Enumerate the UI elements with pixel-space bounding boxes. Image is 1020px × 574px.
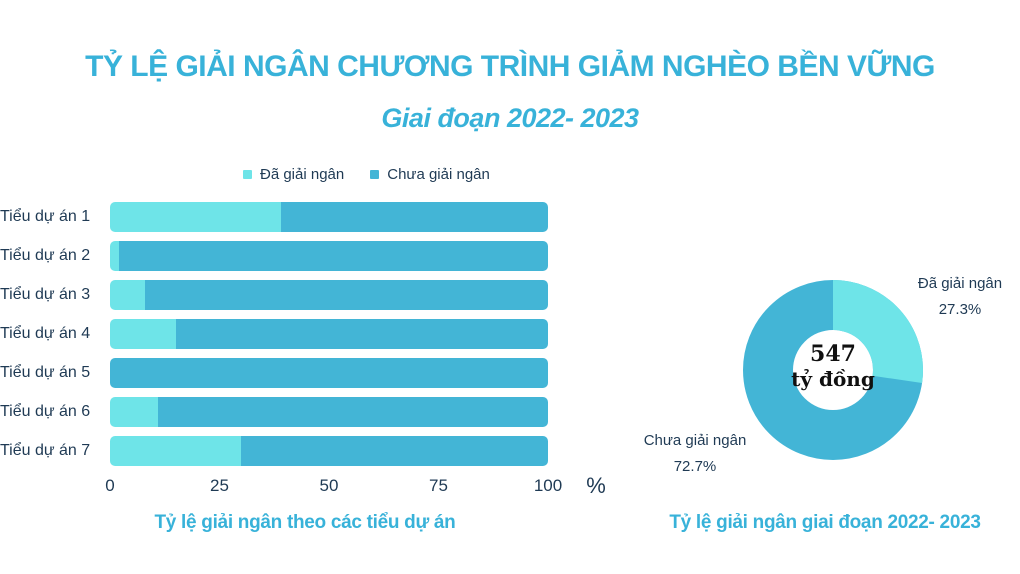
bar-row: Tiểu dự án 6 <box>0 397 620 427</box>
legend-item: Đã giải ngân <box>243 166 344 183</box>
bar-row: Tiểu dự án 3 <box>0 280 620 310</box>
bar-category-label: Tiểu dự án 5 <box>0 364 91 381</box>
x-axis-tick-label: 50 <box>319 476 339 495</box>
x-axis-tick-label: 25 <box>210 476 229 495</box>
x-axis-tick-label: 75 <box>429 476 448 495</box>
bar-track <box>110 397 548 427</box>
bar-track <box>110 436 548 466</box>
bar-segment-disbursed <box>110 241 119 271</box>
page-subtitle: Giai đoạn 2022- 2023 <box>381 103 639 133</box>
legend-item: Chưa giải ngân <box>370 166 490 183</box>
bar-track <box>110 280 548 310</box>
donut-label-disbursed-pct: 27.3% <box>938 301 982 318</box>
donut-center-unit: tỷ đồng <box>791 367 875 391</box>
stacked-bar-chart: Tiểu dự án 1 Tiểu dự án 2 Tiểu dự án 3 Tiểu… <box>0 202 620 475</box>
bar-segment-remaining <box>280 202 548 232</box>
bar-segment-disbursed <box>110 202 281 232</box>
donut-label-disbursed: Đã giải ngân 27.3% <box>878 271 1020 323</box>
bar-segment-disbursed <box>110 436 242 466</box>
bar-segment-remaining <box>110 358 548 388</box>
donut-center-label: 547 tỷ đồng <box>773 342 893 392</box>
donut-center-value: 547 <box>810 341 856 367</box>
bar-category-label: Tiểu dự án 1 <box>0 208 91 225</box>
bar-segment-remaining <box>158 397 548 427</box>
bar-track <box>110 241 548 271</box>
bar-segment-remaining <box>145 280 548 310</box>
donut-chart-caption: Tỷ lệ giải ngân giai đoạn 2022- 2023 <box>669 512 981 533</box>
bar-segment-disbursed <box>110 280 146 310</box>
x-axis-unit-label: % <box>586 473 606 498</box>
legend-label: Chưa giải ngân <box>387 166 490 183</box>
bar-category-label: Tiểu dự án 4 <box>0 325 91 342</box>
bar-row: Tiểu dự án 5 <box>0 358 620 388</box>
x-axis: % 0 25 50 75 100 <box>0 473 660 498</box>
bar-track <box>110 319 548 349</box>
bar-row: Tiểu dự án 4 <box>0 319 620 349</box>
x-axis-tick-label: 0 <box>105 476 115 495</box>
bar-category-label: Tiểu dự án 7 <box>0 442 91 459</box>
donut-chart <box>743 280 923 460</box>
legend-label: Đã giải ngân <box>260 166 345 183</box>
legend-swatch-icon <box>243 170 252 179</box>
donut-label-remaining: Chưa giải ngân 72.7% <box>613 428 777 480</box>
bar-segment-remaining <box>241 436 548 466</box>
page-title: TỶ LỆ GIẢI NGÂN CHƯƠNG TRÌNH GIẢM NGHÈO … <box>85 50 935 83</box>
bar-track <box>110 358 548 388</box>
bar-category-label: Tiểu dự án 6 <box>0 403 91 420</box>
x-axis-tick-label: 100 <box>533 476 563 495</box>
donut-label-remaining-name: Chưa giải ngân <box>643 432 747 449</box>
donut-label-disbursed-name: Đã giải ngân <box>917 275 1003 292</box>
bar-chart-caption: Tỷ lệ giải ngân theo các tiểu dự án <box>154 512 456 533</box>
donut-label-remaining-pct: 72.7% <box>673 458 717 475</box>
bar-category-label: Tiểu dự án 3 <box>0 286 91 303</box>
bar-segment-disbursed <box>110 319 176 349</box>
bar-segment-disbursed <box>110 397 159 427</box>
bar-track <box>110 202 548 232</box>
bar-segment-remaining <box>175 319 548 349</box>
chart-legend: Đã giải ngân Chưa giải ngân <box>243 166 490 183</box>
bar-category-label: Tiểu dự án 2 <box>0 247 91 264</box>
legend-swatch-icon <box>370 170 380 179</box>
donut-slice-disbursed <box>743 280 923 460</box>
bar-row: Tiểu dự án 7 <box>0 436 620 466</box>
bar-segment-remaining <box>118 241 548 271</box>
bar-row: Tiểu dự án 1 <box>0 202 620 232</box>
bar-row: Tiểu dự án 2 <box>0 241 620 271</box>
